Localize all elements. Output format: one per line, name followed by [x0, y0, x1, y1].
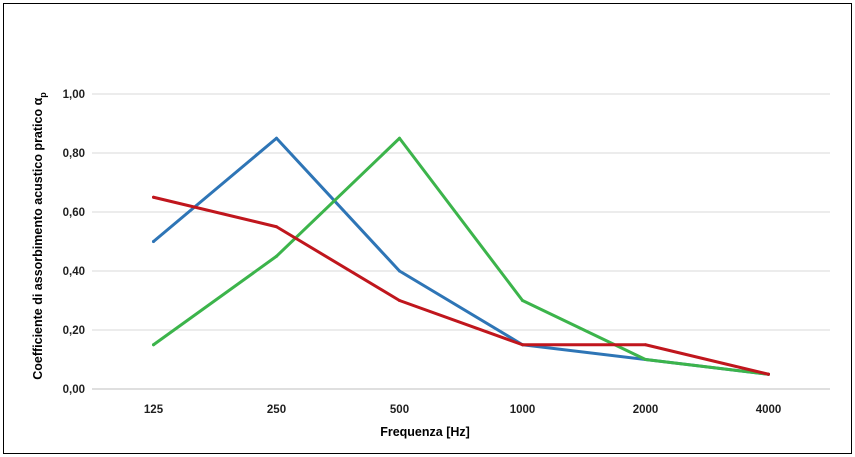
series-3-point: [644, 343, 647, 347]
line-chart: 0,00 0,20 0,40 0,60 0,80 1,00 125 250 500 1000 20…: [31, 89, 830, 439]
y-axis-title: Coefficiente di assorbimento acustico pr…: [31, 92, 48, 380]
x-tick-label: 1000: [510, 404, 536, 416]
x-tick-label: 250: [267, 404, 286, 416]
y-tick-label: 0,40: [63, 266, 85, 278]
x-tick-labels: 125 250 500 1000 2000 4000: [144, 404, 781, 416]
series-3-point: [275, 225, 278, 229]
y-tick-label: 1,00: [63, 89, 85, 101]
series-2-point: [521, 299, 524, 302]
chart-frame: 0,00 0,20 0,40 0,60 0,80 1,00 125 250 500 1000 20…: [3, 3, 852, 454]
y-axis-title-main: Coefficiente di assorbimento acustico pr…: [31, 97, 45, 379]
series-lines: [152, 136, 770, 376]
y-tick-label: 0,60: [63, 207, 85, 219]
y-tick-label: 0,20: [63, 325, 85, 337]
y-tick-label: 0,00: [63, 384, 85, 396]
x-tick-label: 4000: [756, 404, 782, 416]
series-3-point: [521, 343, 524, 347]
x-tick-label: 500: [390, 404, 409, 416]
series-2-point: [152, 343, 155, 347]
series-1-point: [275, 136, 278, 140]
series-2-point: [398, 136, 401, 140]
series-3-point: [398, 299, 401, 302]
series-2-point: [275, 254, 278, 258]
series-2-point: [644, 358, 647, 361]
gridlines: [92, 93, 830, 390]
x-axis-title: Frequenza [Hz]: [380, 425, 470, 439]
series-line-2: [152, 136, 770, 376]
x-tick-label: 125: [144, 404, 164, 416]
x-tick-label: 2000: [633, 404, 659, 416]
series-3-point: [152, 195, 155, 199]
series-1-point: [398, 269, 401, 273]
y-tick-label: 0,80: [63, 148, 85, 160]
series-3-point: [767, 372, 770, 376]
series-line-3: [152, 195, 770, 376]
y-axis-title-subscript: p: [38, 92, 48, 98]
series-1-point: [152, 240, 155, 243]
series-line-1: [152, 136, 770, 376]
y-tick-labels: 0,00 0,20 0,40 0,60 0,80 1,00: [63, 89, 85, 396]
